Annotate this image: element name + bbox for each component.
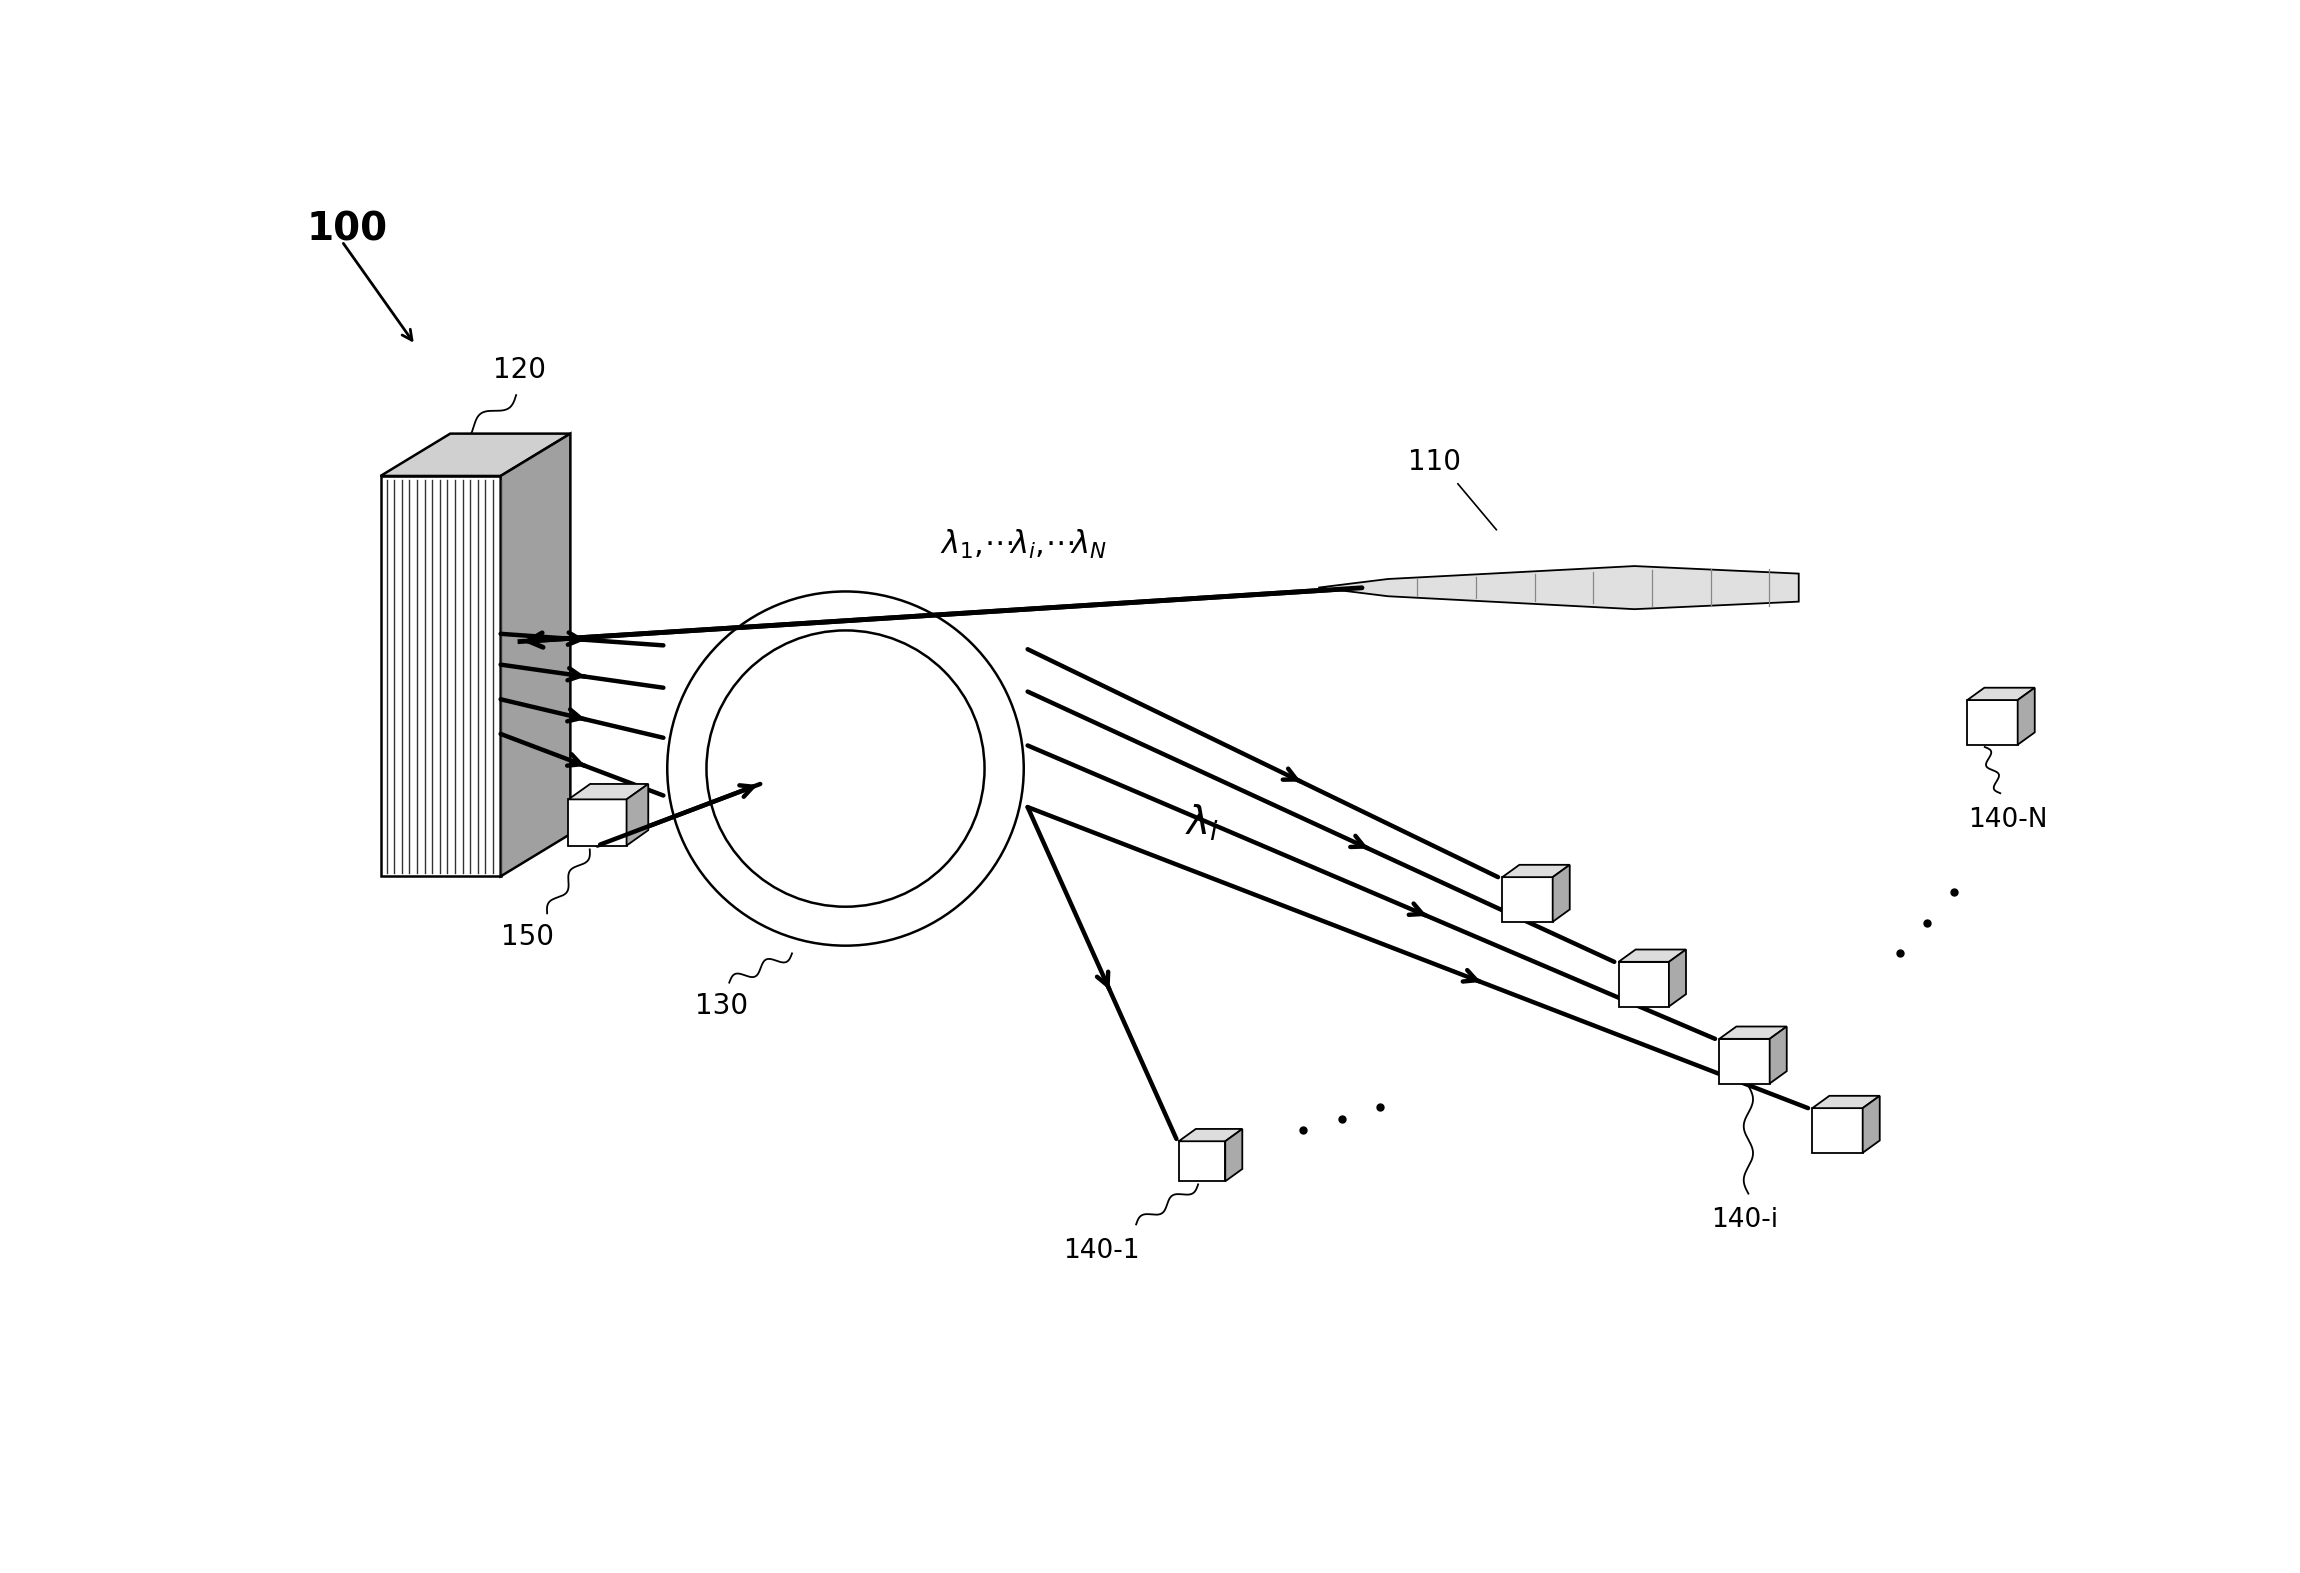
Text: 150: 150 bbox=[501, 923, 554, 950]
Polygon shape bbox=[1226, 1129, 1242, 1181]
Polygon shape bbox=[1180, 1129, 1242, 1142]
Polygon shape bbox=[1966, 700, 2017, 744]
Polygon shape bbox=[1552, 865, 1569, 922]
Text: 100: 100 bbox=[306, 211, 389, 249]
Text: $\lambda_1,\!\cdots\!\lambda_i,\!\cdots\!\lambda_N$: $\lambda_1,\!\cdots\!\lambda_i,\!\cdots\… bbox=[941, 527, 1106, 560]
Polygon shape bbox=[626, 783, 649, 846]
Polygon shape bbox=[1769, 1027, 1787, 1084]
Polygon shape bbox=[1502, 865, 1569, 878]
Text: $\lambda_i$: $\lambda_i$ bbox=[1184, 802, 1219, 843]
Polygon shape bbox=[380, 477, 501, 876]
Polygon shape bbox=[1318, 566, 1799, 609]
Text: 140-i: 140-i bbox=[1711, 1208, 1778, 1233]
Polygon shape bbox=[380, 434, 570, 477]
Polygon shape bbox=[1502, 878, 1553, 922]
Polygon shape bbox=[501, 434, 570, 876]
Polygon shape bbox=[1720, 1027, 1787, 1038]
Polygon shape bbox=[1812, 1107, 1863, 1153]
Polygon shape bbox=[1966, 687, 2036, 700]
Polygon shape bbox=[568, 783, 649, 799]
Polygon shape bbox=[568, 799, 626, 846]
Text: 120: 120 bbox=[494, 355, 547, 384]
Polygon shape bbox=[1812, 1096, 1879, 1107]
Text: 110: 110 bbox=[1408, 448, 1460, 477]
Polygon shape bbox=[1863, 1096, 1879, 1153]
Polygon shape bbox=[1670, 950, 1686, 1007]
Polygon shape bbox=[1720, 1038, 1769, 1084]
Polygon shape bbox=[1619, 950, 1686, 961]
Polygon shape bbox=[1180, 1142, 1226, 1181]
Polygon shape bbox=[1619, 961, 1670, 1007]
Polygon shape bbox=[2017, 687, 2036, 744]
Text: 140-N: 140-N bbox=[1969, 807, 2047, 834]
Text: 130: 130 bbox=[695, 993, 748, 1019]
Text: 140-1: 140-1 bbox=[1063, 1238, 1138, 1265]
